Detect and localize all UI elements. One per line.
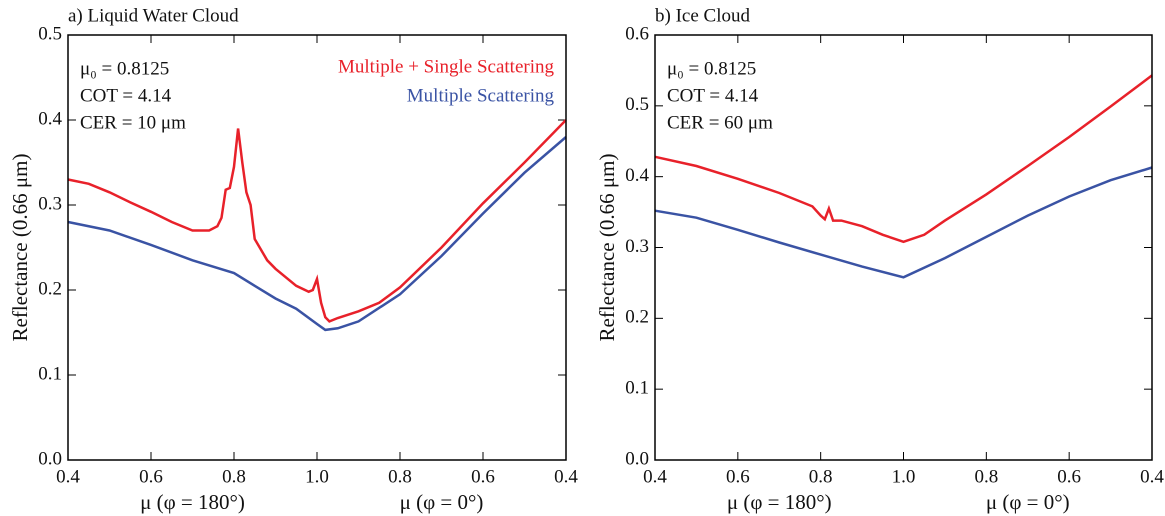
x-tick-label: 0.6 (139, 466, 163, 487)
legend-entry: Multiple Scattering (407, 85, 555, 106)
data-line (654, 166, 1153, 279)
x-tick-label: 0.8 (809, 466, 833, 487)
x-tick-label: 0.8 (974, 466, 998, 487)
y-tick-label: 0.4 (38, 108, 62, 129)
y-tick-label: 0.3 (625, 236, 649, 257)
y-tick-label: 0.1 (38, 363, 62, 384)
data-line (67, 136, 567, 332)
plot-frame (67, 34, 567, 461)
plot-frame (654, 34, 1153, 461)
x-tick-label: 1.0 (892, 466, 916, 487)
y-tick-label: 0.6 (625, 23, 649, 44)
x-tick-label: 0.4 (643, 466, 667, 487)
annotation: COT = 4.14 (667, 85, 759, 106)
y-tick-label: 0.3 (38, 193, 62, 214)
legend-entry: Multiple + Single Scattering (338, 56, 554, 77)
x-tick-label: 0.4 (1140, 466, 1164, 487)
y-tick-label: 0.2 (625, 307, 649, 328)
x-tick-label: 0.4 (56, 466, 80, 487)
annotation: CER = 60 μm (667, 112, 773, 133)
x-tick-label: 0.8 (222, 466, 246, 487)
x-axis-label: μ (φ = 0°) (400, 490, 484, 514)
x-axis-label: μ (φ = 180°) (140, 490, 245, 514)
y-tick-label: 0.0 (625, 448, 649, 469)
y-axis-label: Reflectance (0.66 μm) (595, 154, 619, 342)
annotation: μ₀ = 0.8125 (667, 58, 756, 79)
x-tick-label: 0.6 (471, 466, 495, 487)
panel-title: a) Liquid Water Cloud (68, 5, 239, 26)
annotation: COT = 4.14 (80, 85, 172, 106)
x-tick-label: 0.6 (1057, 466, 1081, 487)
y-tick-label: 0.5 (625, 94, 649, 115)
x-tick-label: 0.4 (554, 466, 578, 487)
y-tick-label: 0.5 (38, 23, 62, 44)
y-tick-label: 0.1 (625, 378, 649, 399)
y-tick-label: 0.2 (38, 278, 62, 299)
x-tick-label: 1.0 (305, 466, 329, 487)
y-tick-label: 0.4 (625, 165, 649, 186)
y-tick-label: 0.0 (38, 448, 62, 469)
x-tick-label: 0.8 (388, 466, 412, 487)
x-tick-label: 0.6 (726, 466, 750, 487)
y-axis-label: Reflectance (0.66 μm) (8, 154, 32, 342)
x-axis-label: μ (φ = 0°) (986, 490, 1070, 514)
panel-title: b) Ice Cloud (655, 5, 750, 26)
annotation: CER = 10 μm (80, 112, 186, 133)
x-axis-label: μ (φ = 180°) (727, 490, 832, 514)
annotation: μ₀ = 0.8125 (80, 58, 169, 79)
data-line (654, 74, 1153, 244)
data-line (67, 119, 567, 323)
